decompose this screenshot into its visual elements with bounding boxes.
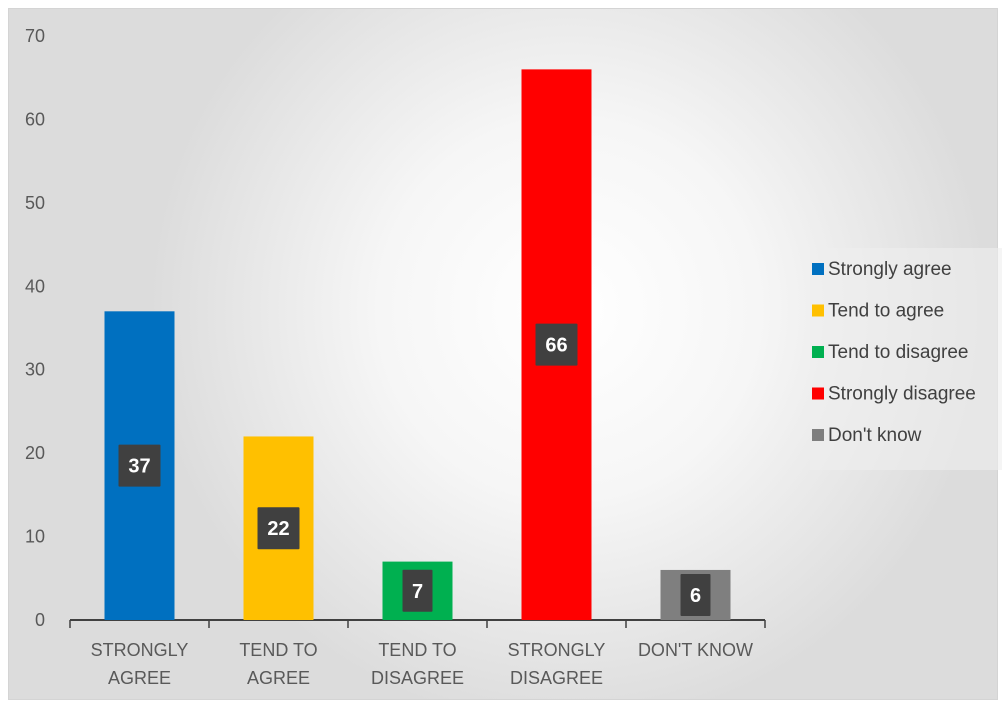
legend-swatch xyxy=(812,346,824,358)
y-tick-label: 40 xyxy=(25,276,45,296)
data-label-box xyxy=(402,569,433,612)
y-tick-label: 0 xyxy=(35,610,45,630)
x-category-label-line: DISAGREE xyxy=(371,668,464,688)
y-tick-label: 60 xyxy=(25,109,45,129)
legend-swatch xyxy=(812,387,824,400)
y-tick-label: 20 xyxy=(25,443,45,463)
x-category-label-line: DISAGREE xyxy=(510,668,603,688)
legend-entry: Tend to agree xyxy=(828,301,944,322)
x-category-label-line: STRONGLY xyxy=(508,640,606,660)
x-category-label-line: AGREE xyxy=(108,668,171,688)
legend-entry: Don't know xyxy=(828,425,922,446)
data-label: 7 xyxy=(412,581,423,603)
legend-swatch xyxy=(812,263,824,275)
data-label-box xyxy=(257,507,300,550)
chart-axes: 0 10 20 30 40 50 60 70 STRONGLY AGREE TEND TO AGREE… xyxy=(25,26,766,688)
legend-entry: Strongly disagree xyxy=(828,384,976,405)
data-label-box xyxy=(680,573,711,616)
y-tick-label: 10 xyxy=(25,527,45,547)
y-tick-label: 50 xyxy=(25,193,45,213)
x-category-label: STRONGLY DISAGREE xyxy=(508,640,606,688)
data-label-box xyxy=(535,323,578,366)
x-category-label-line: STRONGLY xyxy=(91,640,189,660)
data-label: 22 xyxy=(267,518,289,540)
legend-box xyxy=(810,248,1002,470)
data-label: 66 xyxy=(545,335,567,357)
x-category-label-line: DON'T KNOW xyxy=(638,640,753,660)
x-category-label: TEND TO AGREE xyxy=(239,640,317,688)
legend-entry: Strongly agree xyxy=(828,259,952,280)
chart-legend: Strongly agree Tend to agree Tend to disag… xyxy=(810,248,1002,470)
x-category-label: DON'T KNOW xyxy=(638,640,753,660)
x-category-label: STRONGLY AGREE xyxy=(91,640,189,688)
x-category-label-line: TEND TO xyxy=(239,640,317,660)
data-label: 6 xyxy=(690,585,701,607)
x-category-label-line: AGREE xyxy=(247,668,310,688)
x-category-label-line: TEND TO xyxy=(378,640,456,660)
data-label: 37 xyxy=(128,456,150,478)
legend-swatch xyxy=(812,429,824,441)
legend-entry: Tend to disagree xyxy=(828,342,969,363)
chart-bars xyxy=(104,69,731,620)
y-tick-label: 30 xyxy=(25,360,45,380)
legend-swatch xyxy=(812,304,824,317)
x-category-label: TEND TO DISAGREE xyxy=(371,640,464,688)
y-tick-label: 70 xyxy=(25,26,45,46)
data-label-box xyxy=(118,444,161,487)
